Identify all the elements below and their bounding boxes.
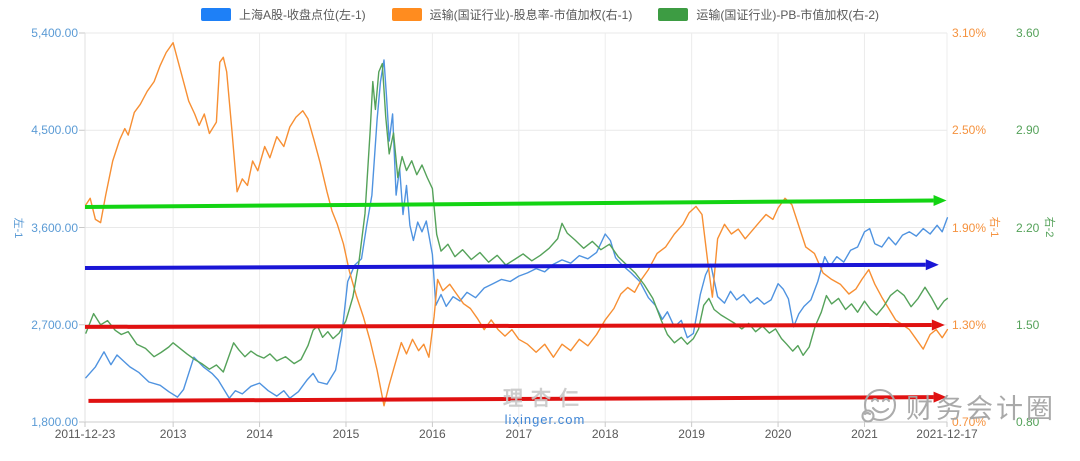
right1-axis-tick-label: 3.10% (952, 26, 987, 40)
trend-arrow-blue (84, 262, 926, 271)
right2-axis-tick-label: 0.80 (1016, 415, 1040, 429)
left-axis-tick-label: 3,600.00 (31, 220, 78, 235)
trend-arrow-blue-head (925, 259, 939, 271)
legend-item-dividend-yield[interactable]: 运输(国证行业)-股息率-市值加权(右-1) (391, 6, 633, 23)
legend-item-pb[interactable]: 运输(国证行业)-PB-市值加权(右-2) (658, 6, 879, 23)
right1-axis-title: 右-1 (988, 216, 1000, 238)
left-axis-tick-label: 1,800.00 (31, 415, 78, 429)
left-axis-tick-label: 4,500.00 (31, 123, 78, 138)
right1-axis-tick-label: 2.50% (952, 123, 987, 138)
right2-axis-tick-label: 2.90 (1016, 123, 1040, 138)
x-axis-label: 2017 (505, 427, 533, 441)
right2-axis-title: 右-2 (1043, 216, 1055, 238)
right2-axis-tick-label: 1.50 (1016, 317, 1040, 332)
right2-axis-tick-label: 2.20 (1016, 220, 1040, 235)
trend-arrow-red-lower-head (933, 391, 947, 403)
x-axis-label: 2015 (332, 427, 360, 441)
trend-arrow-red-upper (84, 322, 932, 329)
x-axis-label: 2014 (246, 427, 273, 441)
x-axis-label: 2019 (678, 427, 705, 441)
legend: 上海A股-收盘点位(左-1) 运输(国证行业)-股息率-市值加权(右-1) 运输… (0, 6, 1080, 23)
legend-swatch-orange (391, 8, 422, 21)
legend-label: 上海A股-收盘点位(左-1) (239, 8, 366, 22)
right1-axis-tick-label: 1.90% (952, 220, 987, 235)
series-line-1 (85, 42, 949, 407)
series-line-2 (85, 62, 949, 373)
legend-label: 运输(国证行业)-PB-市值加权(右-2) (696, 8, 879, 22)
legend-label: 运输(国证行业)-股息率-市值加权(右-1) (429, 8, 633, 22)
trend-arrow-red-lower (88, 395, 934, 403)
right2-axis-tick-label: 3.60 (1016, 26, 1040, 40)
x-axis-label: 2016 (419, 427, 446, 441)
x-axis-label: 2020 (764, 427, 792, 441)
legend-swatch-green (658, 8, 689, 21)
trend-arrow-green (84, 198, 934, 209)
legend-item-sh-close[interactable]: 上海A股-收盘点位(左-1) (201, 6, 366, 23)
right1-axis-tick-label: 0.70% (952, 415, 987, 429)
trend-arrow-red-upper-head (931, 319, 945, 331)
left-axis-tick-label: 2,700.00 (31, 317, 78, 332)
x-axis-label: 2018 (591, 427, 619, 441)
series-line-0 (85, 59, 949, 399)
left-axis-tick-label: 5,400.00 (31, 26, 78, 40)
trend-arrow-green-head (933, 194, 947, 206)
legend-swatch-blue (201, 8, 231, 21)
x-axis-label: 2021 (851, 427, 878, 441)
right1-axis-tick-label: 1.30% (952, 317, 987, 332)
x-axis-label: 2021-12-17 (916, 427, 978, 441)
left-axis-title: 左-1 (12, 217, 24, 239)
x-axis-label: 2013 (159, 427, 187, 441)
x-axis-label: 2011-12-23 (54, 427, 116, 441)
